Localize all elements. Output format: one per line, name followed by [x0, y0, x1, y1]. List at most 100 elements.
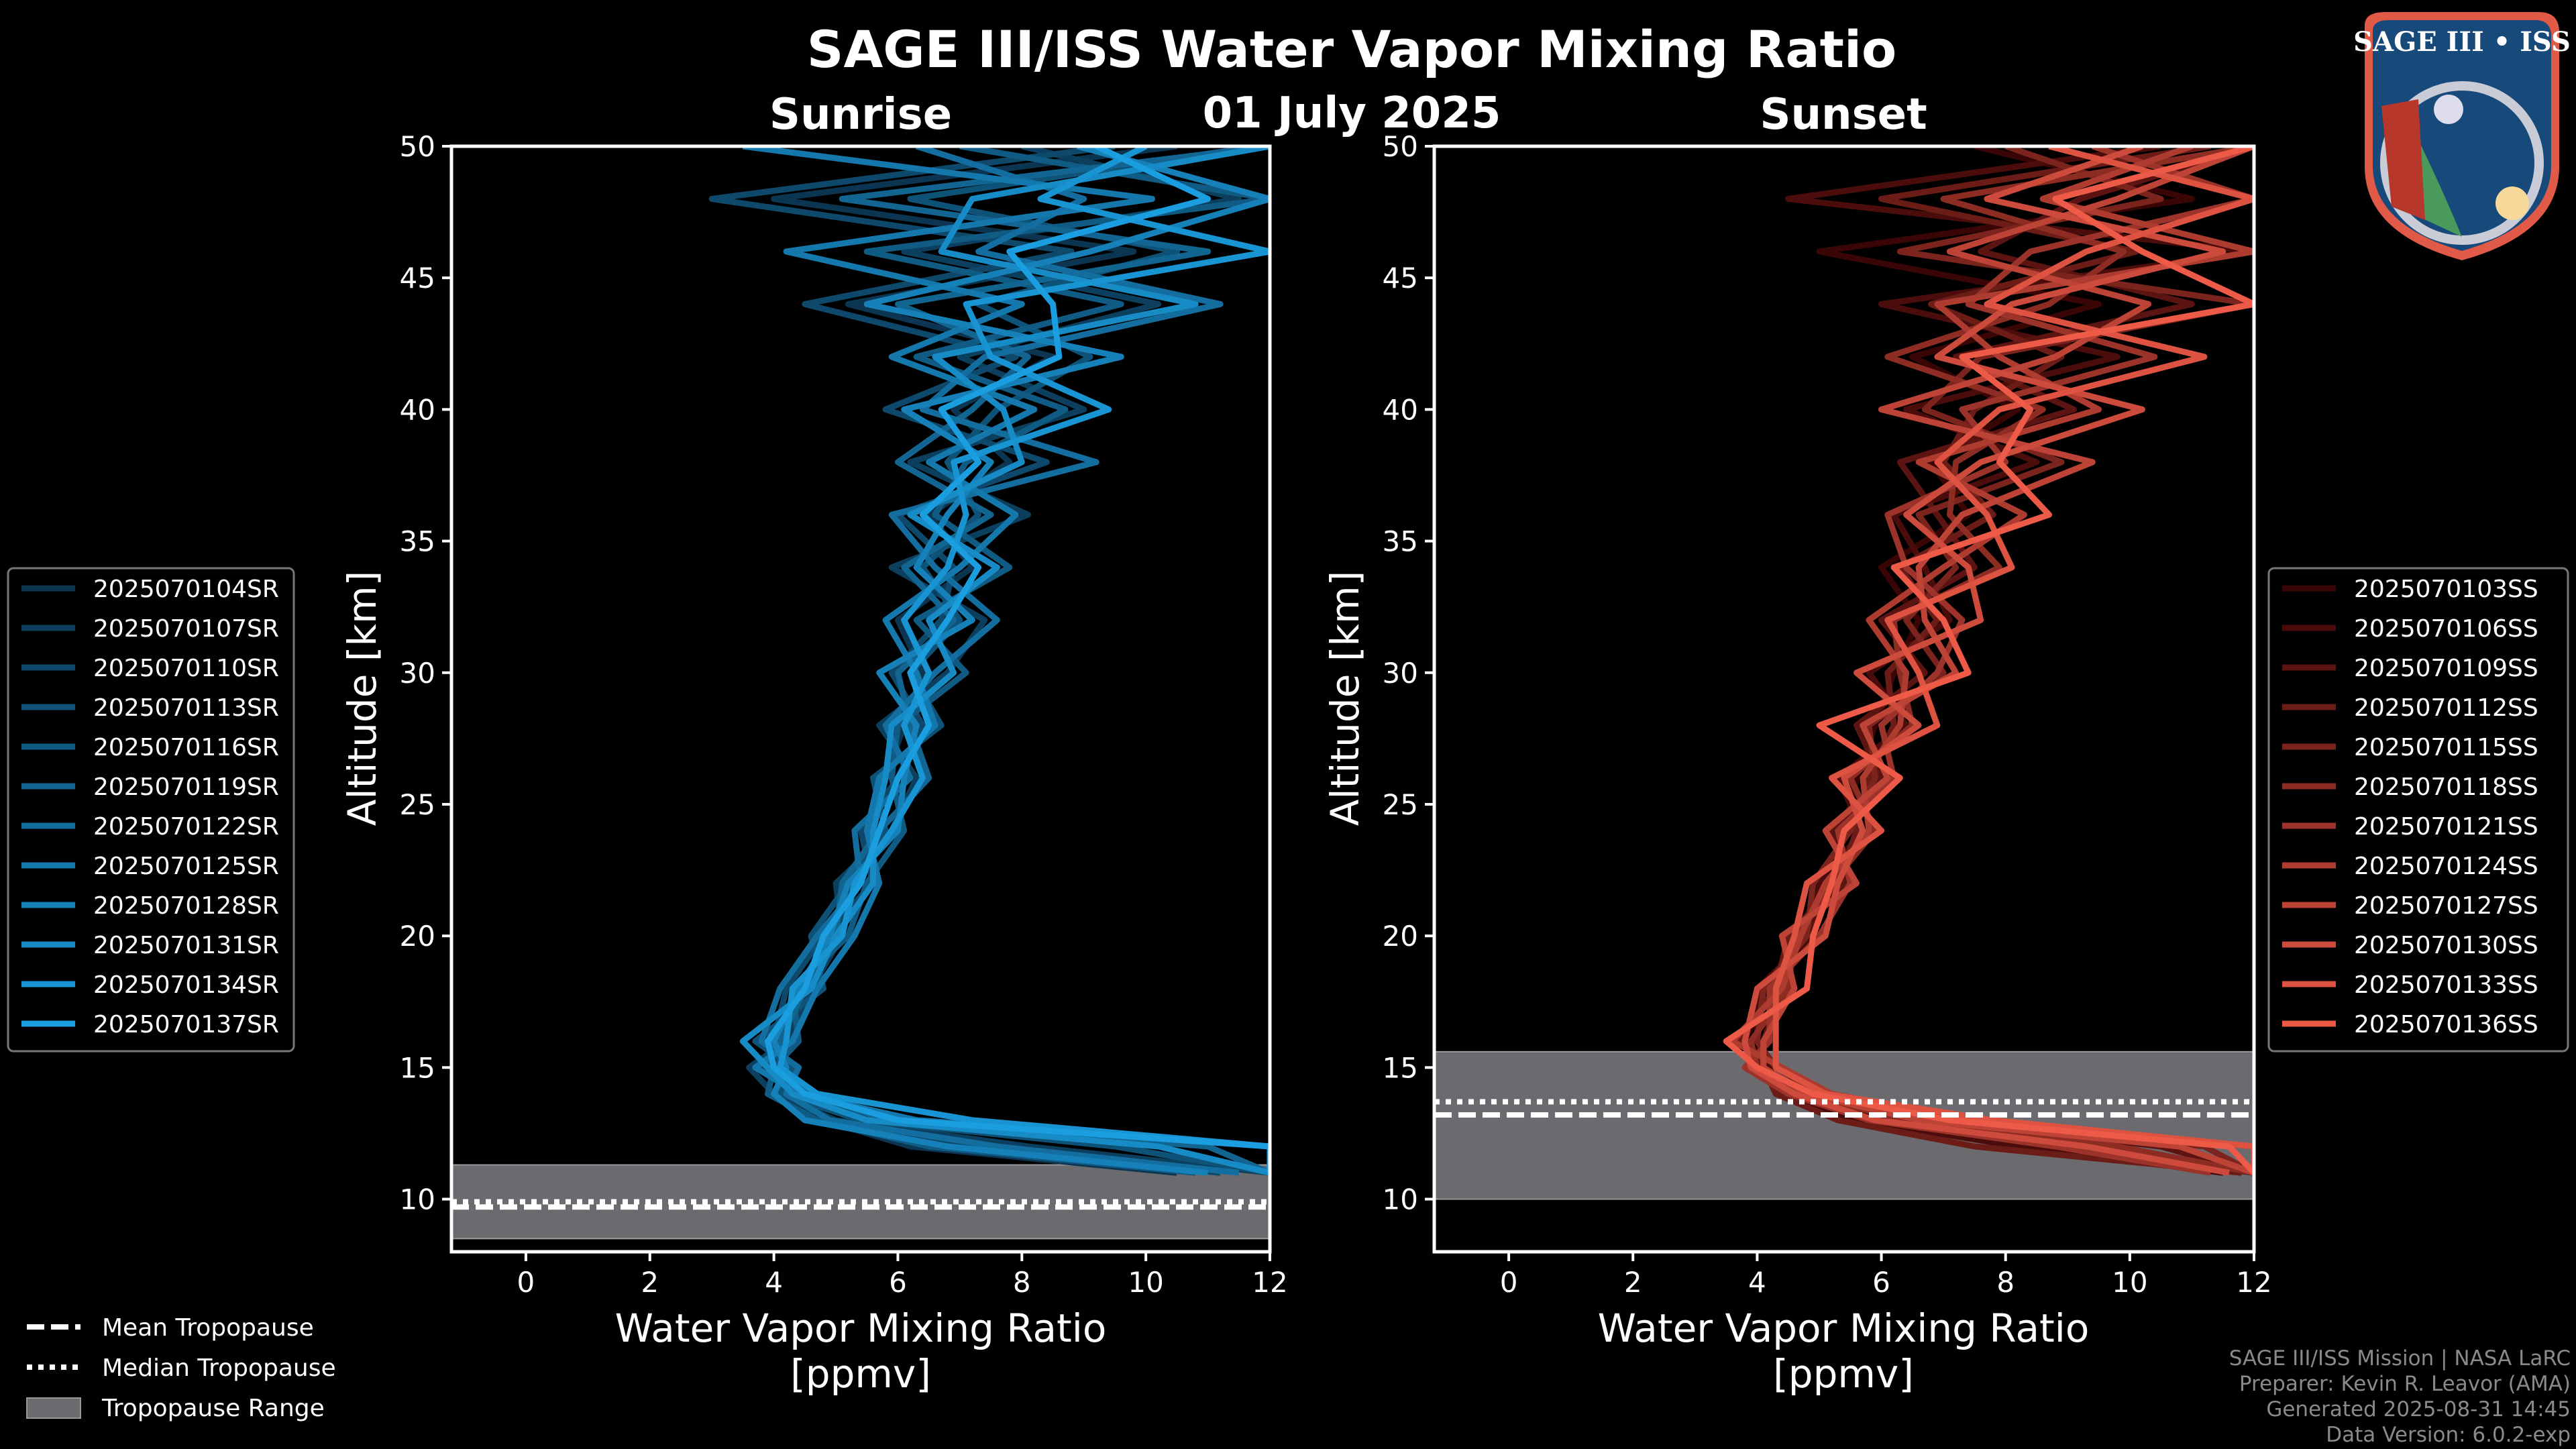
sunrise-profile-2025070131SR: [739, 146, 1270, 1176]
sunrise-y-axis-label: Altitude [km]: [339, 571, 385, 826]
sunset-legend: 2025070103SS 2025070106SS 2025070109SS 2025…: [2267, 567, 2569, 1053]
sunset-panel: 0 2 4 6 8 10 12 10 15 20 25 30 35 40 45 50: [1383, 130, 2272, 1299]
sunset-x-axis-unit: [ppmv]: [1773, 1351, 1914, 1397]
chart-date: 01 July 2025: [1203, 89, 1501, 138]
credit-preparer: Preparer: Kevin R. Leavor (AMA): [2239, 1372, 2571, 1396]
x-tick-label: 0: [1500, 1266, 1518, 1299]
legend-label: 2025070133SS: [2354, 971, 2538, 999]
x-tick-label: 8: [1996, 1266, 2015, 1299]
sunrise-profile-2025070125SR: [742, 146, 1270, 1173]
credit-generated: Generated 2025-08-31 14:45: [2266, 1397, 2571, 1421]
legend-label: 2025070127SS: [2354, 892, 2538, 920]
y-tick-label: 15: [1383, 1051, 1418, 1084]
legend-label: 2025070110SR: [93, 655, 279, 682]
sunrise-panel-title: Sunrise: [769, 90, 952, 140]
legend-label: 2025070122SR: [93, 813, 279, 841]
legend-frame: [7, 567, 295, 1053]
sunset-x-axis-label: Water Vapor Mixing Ratio: [1598, 1305, 2090, 1351]
legend-label: 2025070118SS: [2354, 773, 2538, 801]
y-tick-label: 45: [400, 262, 435, 294]
y-tick-label: 20: [400, 920, 435, 953]
x-tick-label: 6: [889, 1266, 907, 1299]
y-tick-label: 20: [1383, 920, 1418, 953]
x-tick-label: 10: [2112, 1266, 2147, 1299]
sunset-tropopause-range: [1434, 1051, 2254, 1200]
x-tick-label: 2: [1624, 1266, 1642, 1299]
legend-label: 2025070125SR: [93, 853, 279, 880]
legend-label: 2025070113SR: [93, 694, 279, 722]
sunrise-axes-frame: [449, 144, 1272, 1254]
median-tropopause-label: Median Tropopause: [102, 1354, 336, 1382]
sunset-panel-title: Sunset: [1760, 90, 1927, 140]
sunset-plot-area: [1434, 146, 2254, 1200]
legend-label: 2025070103SS: [2354, 576, 2538, 603]
y-tick-label: 30: [400, 657, 435, 690]
sunrise-x-axis-unit: [ppmv]: [790, 1351, 931, 1397]
y-tick-label: 50: [400, 130, 435, 163]
y-tick-label: 25: [400, 788, 435, 821]
legend-label: 2025070136SS: [2354, 1011, 2538, 1038]
sunrise-profile-2025070134SR: [777, 146, 1270, 1173]
credit-mission: SAGE III/ISS Mission | NASA LaRC: [2229, 1346, 2571, 1371]
legend-label: 2025070128SR: [93, 892, 279, 920]
tropopause-range-swatch: [26, 1397, 81, 1419]
sunrise-profile-2025070137SR: [764, 146, 1270, 1173]
x-tick-label: 12: [2236, 1266, 2271, 1299]
y-tick-label: 45: [1383, 262, 1418, 294]
sunset-profile-2025070109SS: [1748, 146, 2254, 1176]
y-tick-label: 15: [400, 1051, 435, 1084]
y-tick-label: 10: [400, 1183, 435, 1216]
sunrise-legend: 2025070104SR 2025070107SR 2025070110SR 2025…: [7, 567, 295, 1053]
tropopause-legend: Mean Tropopause Median Tropopause Tropop…: [26, 1314, 336, 1422]
sunset-profile-2025070130SS: [1741, 146, 2230, 1176]
legend-label: 2025070107SR: [93, 615, 279, 643]
credit-data-version: Data Version: 6.0.2-exp: [2326, 1423, 2571, 1447]
x-tick-label: 2: [641, 1266, 659, 1299]
legend-label: 2025070124SS: [2354, 853, 2538, 880]
y-tick-label: 40: [1383, 393, 1418, 426]
legend-label: 2025070106SS: [2354, 615, 2538, 643]
sunrise-tropopause-range: [451, 1164, 1270, 1240]
credits: SAGE III/ISS Mission | NASA LaRC Prepare…: [2229, 1346, 2571, 1447]
legend-label: 2025070131SR: [93, 932, 279, 959]
tropopause-range-label: Tropopause Range: [101, 1395, 325, 1422]
legend-label: 2025070134SR: [93, 971, 279, 999]
sunset-profile-2025070121SS: [1741, 146, 2254, 1176]
legend-frame: [2267, 567, 2569, 1053]
legend-label: 2025070121SS: [2354, 813, 2538, 841]
y-tick-label: 10: [1383, 1183, 1418, 1216]
x-tick-label: 6: [1872, 1266, 1890, 1299]
y-tick-label: 35: [1383, 525, 1418, 558]
legend-label: 2025070130SS: [2354, 932, 2538, 959]
x-tick-label: 4: [765, 1266, 783, 1299]
sunset-profile-2025070136SS: [1723, 146, 2254, 1175]
y-tick-label: 40: [400, 393, 435, 426]
chart-title: SAGE III/ISS Water Vapor Mixing Ratio: [807, 19, 1897, 79]
y-tick-label: 50: [1383, 130, 1418, 163]
x-tick-label: 12: [1252, 1266, 1287, 1299]
sunset-y-axis-label: Altitude [km]: [1322, 571, 1368, 826]
legend-label: 2025070137SR: [93, 1011, 279, 1038]
y-tick-label: 30: [1383, 657, 1418, 690]
sunset-axes-frame: [1432, 144, 2256, 1254]
x-tick-label: 10: [1128, 1266, 1163, 1299]
sunrise-plot-area: [451, 146, 1270, 1240]
legend-label: 2025070115SS: [2354, 734, 2538, 761]
sunrise-panel: 0 2 4 6 8 10 12 10 15 20 25 30 35 40 45 50: [400, 130, 1288, 1299]
y-tick-label: 25: [1383, 788, 1418, 821]
legend-label: 2025070109SS: [2354, 655, 2538, 682]
legend-label: 2025070104SR: [93, 576, 279, 603]
x-tick-label: 4: [1748, 1266, 1766, 1299]
mean-tropopause-label: Mean Tropopause: [102, 1314, 314, 1342]
x-tick-label: 0: [517, 1266, 535, 1299]
legend-label: 2025070112SS: [2354, 694, 2538, 722]
legend-label: 2025070116SR: [93, 734, 279, 761]
sunrise-x-axis-label: Water Vapor Mixing Ratio: [615, 1305, 1107, 1351]
legend-label: 2025070119SR: [93, 773, 279, 801]
sunset-profile-2025070133SS: [1772, 146, 2254, 1173]
logo-title: SAGE III • ISS: [2353, 26, 2571, 58]
sage-iii-iss-mission-logo: SAGE III • ISS: [2353, 12, 2571, 260]
x-tick-label: 8: [1013, 1266, 1031, 1299]
y-tick-label: 35: [400, 525, 435, 558]
